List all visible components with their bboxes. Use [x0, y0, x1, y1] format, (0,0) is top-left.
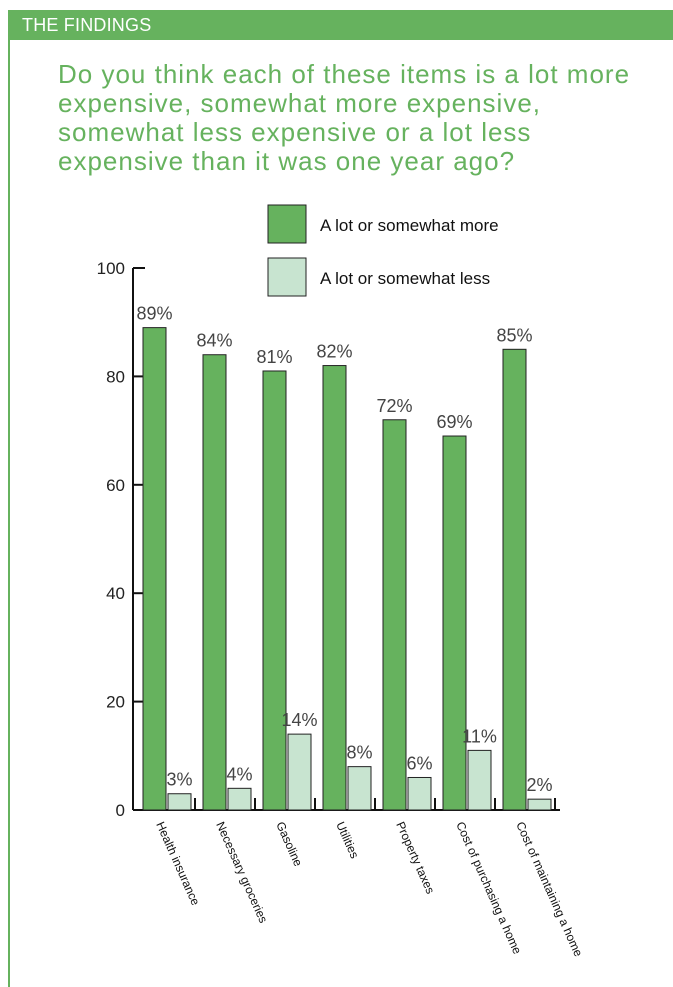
legend-label-less: A lot or somewhat less — [320, 269, 490, 288]
data-label-less: 3% — [166, 770, 192, 790]
bar-more — [203, 355, 226, 810]
data-label-more: 72% — [376, 396, 412, 416]
category-label: Cost of purchasing a home — [453, 820, 524, 957]
bar-less — [468, 750, 491, 810]
category-label: Necessary groceries — [213, 820, 270, 926]
bar-more — [143, 328, 166, 810]
y-tick-label: 0 — [116, 801, 125, 820]
bar-less — [408, 777, 431, 810]
data-label-more: 89% — [136, 304, 172, 324]
bar-more — [263, 371, 286, 810]
bar-less — [348, 767, 371, 810]
y-tick-label: 100 — [97, 259, 125, 278]
category-label: Health insurance — [153, 820, 203, 908]
bar-less — [528, 799, 551, 810]
bar-more — [383, 420, 406, 810]
category-label: Cost of maintaining a home — [513, 820, 585, 959]
data-label-less: 4% — [226, 764, 252, 784]
y-tick-label: 80 — [106, 367, 125, 386]
data-label-more: 85% — [496, 325, 532, 345]
data-label-less: 11% — [462, 726, 497, 746]
bar-less — [168, 794, 191, 810]
data-label-less: 14% — [281, 710, 317, 730]
data-label-more: 82% — [316, 342, 352, 362]
legend-swatch-less — [268, 258, 306, 296]
bar-more — [443, 436, 466, 810]
y-tick-label: 40 — [106, 584, 125, 603]
y-tick-label: 20 — [106, 693, 125, 712]
y-tick-label: 60 — [106, 476, 125, 495]
data-label-more: 69% — [436, 412, 472, 432]
category-label: Property taxes — [393, 820, 437, 896]
data-label-less: 8% — [346, 743, 372, 763]
bar-less — [288, 734, 311, 810]
bar-more — [323, 366, 346, 810]
bar-more — [503, 349, 526, 810]
legend-swatch-more — [268, 205, 306, 243]
category-label: Utilities — [333, 820, 362, 861]
legend-label-more: A lot or somewhat more — [320, 216, 499, 235]
bar-less — [228, 788, 251, 810]
data-label-more: 84% — [196, 331, 232, 351]
data-label-more: 81% — [256, 347, 292, 367]
category-label: Gasoline — [273, 820, 305, 869]
data-label-less: 2% — [526, 775, 552, 795]
data-label-less: 6% — [406, 753, 432, 773]
